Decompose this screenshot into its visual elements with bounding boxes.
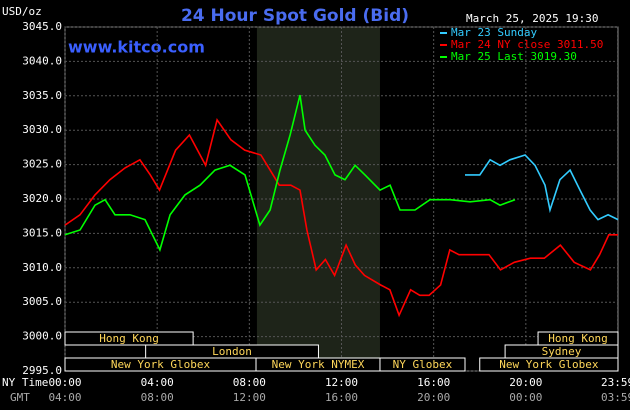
x-tick-label: 23:59 [601,376,630,389]
price-line [64,94,516,253]
gmt-tick-label: 04:00 [48,391,81,404]
x-tick-label: 12:00 [325,376,358,389]
session-label: New York Globex [111,358,211,371]
legend-label: Mar 23 Sunday [451,26,537,39]
gmt-tick-label: 03:59 [601,391,630,404]
session-label: Hong Kong [99,332,159,345]
chart-title: 24 Hour Spot Gold (Bid) [181,6,409,26]
x-row-label: GMT [10,391,30,404]
site-url: www.kitco.com [68,38,205,57]
y-tick-label: 3020.0 [22,192,62,205]
session-label: New York NYMEX [272,358,365,371]
y-axis-label: USD/oz [2,5,42,18]
session-box [479,357,619,372]
gmt-tick-label: 16:00 [325,391,358,404]
y-tick-label: 3030.0 [22,123,62,136]
y-tick-label: 2995.0 [22,364,62,377]
gmt-tick-label: 00:00 [509,391,542,404]
gmt-tick-label: 20:00 [417,391,450,404]
x-tick-label: 20:00 [509,376,542,389]
gmt-tick-label: 12:00 [233,391,266,404]
x-tick-label: 00:00 [48,376,81,389]
y-tick-label: 3025.0 [22,158,62,171]
x-tick-label: 04:00 [141,376,174,389]
y-tick-label: 3040.0 [22,54,62,67]
x-tick-label: 16:00 [417,376,450,389]
session-box [64,331,194,346]
session-box [379,357,466,372]
session-label: NY Globex [393,358,453,371]
y-tick-label: 3015.0 [22,226,62,239]
y-tick-label: 3000.0 [22,330,62,343]
timestamp: March 25, 2025 19:30 [466,12,598,25]
legend-label: Mar 24 NY close 3011.50 [451,38,603,51]
legend-label: Mar 25 Last 3019.30 [451,50,577,63]
session-label: Sydney [542,345,582,358]
x-row-label: NY Time [2,376,48,389]
price-line [64,118,618,318]
y-tick-label: 3005.0 [22,295,62,308]
session-label: London [212,345,252,358]
y-tick-label: 3010.0 [22,261,62,274]
session-label: New York Globex [499,358,599,371]
y-tick-label: 3045.0 [22,20,62,33]
price-line [465,154,619,221]
session-label: Hong Kong [548,332,608,345]
gmt-tick-label: 08:00 [141,391,174,404]
x-tick-label: 08:00 [233,376,266,389]
y-tick-label: 3035.0 [22,89,62,102]
